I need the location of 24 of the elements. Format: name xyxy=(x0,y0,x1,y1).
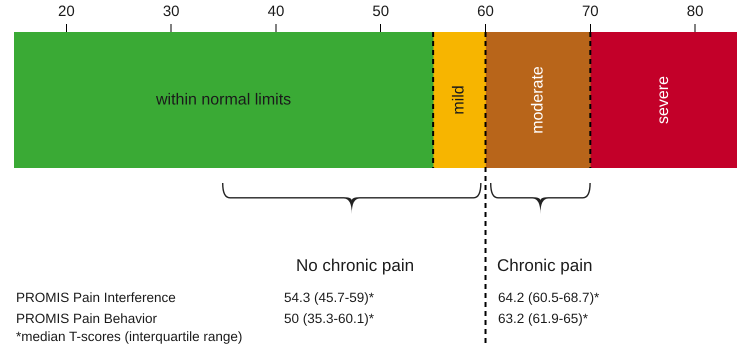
series-label: within normal limits xyxy=(154,91,292,108)
series-label: mild xyxy=(450,85,468,115)
bar xyxy=(485,32,591,168)
x-tick-label: 30 xyxy=(162,3,180,20)
series-label: severe xyxy=(655,76,672,124)
x-tick-label: 20 xyxy=(58,3,75,20)
text: PROMIS Pain Interference xyxy=(16,290,176,305)
x-tick-label: 40 xyxy=(268,3,284,20)
text: *median T-scores (interquartile range) xyxy=(16,329,242,344)
x-tick-label: 80 xyxy=(686,3,704,20)
x-tick-label: 50 xyxy=(372,3,390,20)
text: No chronic pain xyxy=(296,256,414,275)
text: PROMIS Pain Behavior xyxy=(16,311,158,326)
text: 64.2 (60.5-68.7)* xyxy=(498,290,600,305)
text: 63.2 (61.9-65)* xyxy=(498,311,589,326)
bar xyxy=(14,32,434,168)
text: 54.3 (45.7-59)* xyxy=(284,290,375,305)
x-tick-label: 60 xyxy=(477,3,494,20)
text: Chronic pain xyxy=(497,256,592,275)
bar xyxy=(590,32,737,168)
bar xyxy=(432,32,486,168)
x-tick-label: 70 xyxy=(582,3,599,20)
series-label: moderate xyxy=(529,66,546,134)
text: 50 (35.3-60.1)* xyxy=(284,311,375,326)
